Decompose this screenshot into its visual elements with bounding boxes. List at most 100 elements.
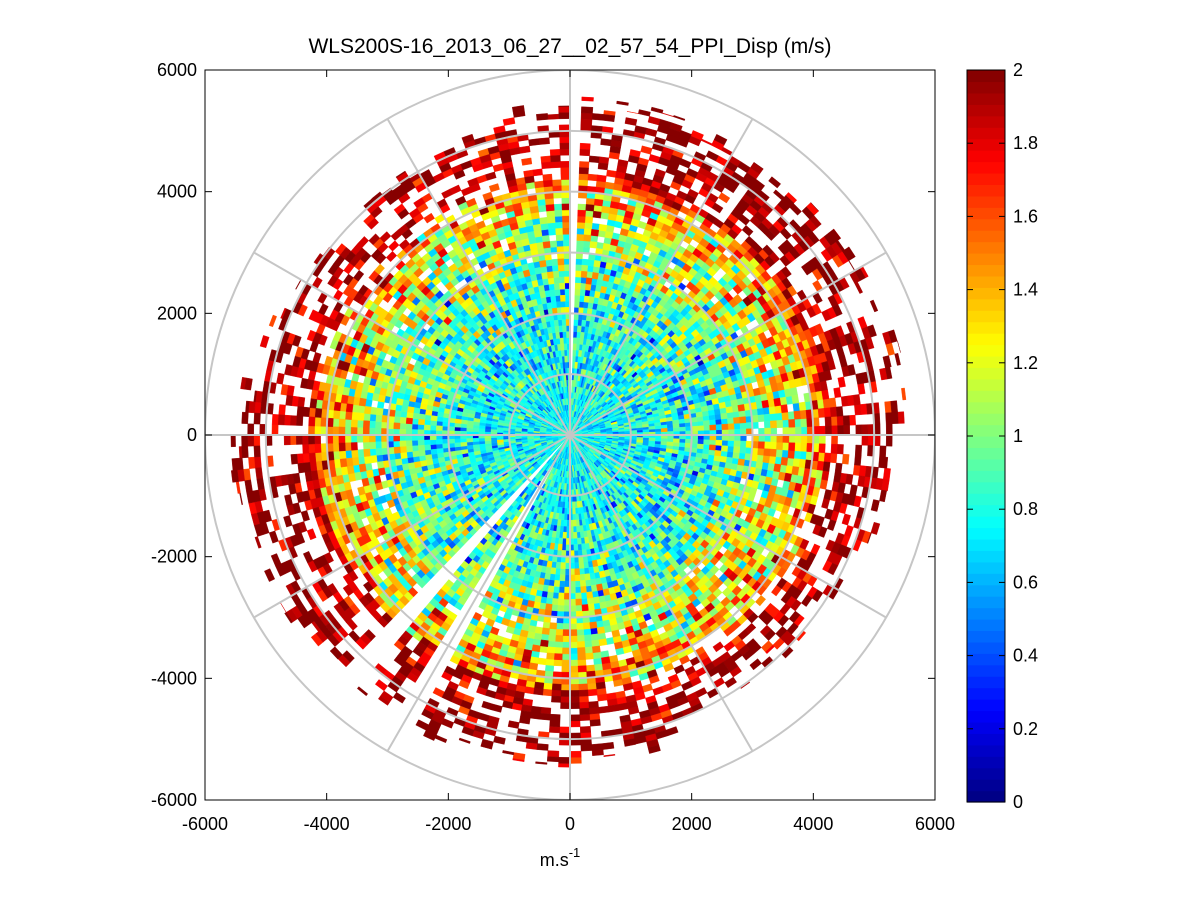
colorbar-step-48 [967,241,1005,254]
x-axis-label: m.s-1 [540,845,581,870]
colorbar-step-62 [967,81,1005,94]
colorbar-step-12 [967,653,1005,666]
colorbar-step-38 [967,355,1005,368]
chart-title: WLS200S-16_2013_06_27__02_57_54_PPI_Disp… [308,35,831,58]
y-tick-label-3: 0 [187,425,197,445]
colorbar-step-28 [967,470,1005,483]
y-tick-label-0: 6000 [157,60,197,80]
colorbar-step-63 [967,70,1005,83]
y-tick-label-5: -4000 [151,668,197,688]
colorbar-step-2 [967,767,1005,780]
spoke-1 [569,118,754,436]
x-axis-label-superscript: -1 [569,845,581,860]
colorbar-step-37 [967,367,1005,380]
colorbar-step-19 [967,573,1005,586]
x-axis-label-base: m.s [540,850,569,870]
colorbar-step-26 [967,493,1005,506]
colorbar-tick-label-10: 2 [1013,60,1023,80]
y-tick-label-2: 2000 [157,303,197,323]
colorbar-step-7 [967,710,1005,723]
colorbar-tick-label-7: 1.4 [1013,280,1038,300]
colorbar-step-41 [967,321,1005,334]
colorbar-step-3 [967,756,1005,769]
colorbar-step-56 [967,150,1005,163]
spoke-8 [253,434,571,619]
x-tick-label-1: -4000 [304,814,350,834]
colorbar-step-30 [967,447,1005,460]
spoke-7 [386,434,571,752]
x-axis-ticks: -6000 -4000 -2000 0 2000 4000 6000 [182,70,955,834]
colorbar-step-6 [967,721,1005,734]
y-axis-ticks: 6000 4000 2000 0 -2000 -4000 -6000 [151,60,935,810]
colorbar-step-33 [967,413,1005,426]
x-tick-label-3: 0 [565,814,575,834]
colorbar-step-32 [967,424,1005,437]
colorbar-step-44 [967,287,1005,300]
colorbar-step-46 [967,264,1005,277]
colorbar-tick-label-6: 1.2 [1013,353,1038,373]
colorbar-step-9 [967,687,1005,700]
colorbar-step-18 [967,584,1005,597]
colorbar-step-8 [967,699,1005,712]
colorbar-step-50 [967,218,1005,231]
colorbar-step-47 [967,253,1005,266]
colorbar-step-35 [967,390,1005,403]
colorbar: 0 0.2 0.4 0.6 0.8 1 1.2 1.4 1.6 1.8 2 [966,60,1038,812]
y-tick-label-1: 4000 [157,182,197,202]
colorbar-step-42 [967,310,1005,323]
colorbar-step-51 [967,207,1005,220]
colorbar-tick-label-4: 0.8 [1013,499,1038,519]
spoke-10 [253,251,571,436]
colorbar-step-17 [967,596,1005,609]
colorbar-step-20 [967,561,1005,574]
colorbar-step-49 [967,230,1005,243]
colorbar-step-14 [967,630,1005,643]
colorbar-step-11 [967,664,1005,677]
colorbar-step-29 [967,458,1005,471]
x-tick-label-2: -2000 [425,814,471,834]
colorbar-step-21 [967,550,1005,563]
colorbar-step-13 [967,641,1005,654]
colorbar-tick-label-3: 0.6 [1013,572,1038,592]
colorbar-step-52 [967,195,1005,208]
y-tick-label-6: -6000 [151,790,197,810]
colorbar-step-31 [967,436,1005,449]
polar-grid [205,70,935,800]
colorbar-tick-label-0: 0 [1013,792,1023,812]
colorbar-step-4 [967,744,1005,757]
x-tick-label-0: -6000 [182,814,228,834]
colorbar-step-39 [967,344,1005,357]
spoke-5 [569,434,754,752]
spoke-11 [386,118,571,436]
colorbar-step-24 [967,516,1005,529]
spoke-2 [569,251,887,436]
colorbar-step-1 [967,779,1005,792]
colorbar-step-23 [967,527,1005,540]
colorbar-tick-label-1: 0.2 [1013,719,1038,739]
colorbar-step-36 [967,378,1005,391]
colorbar-step-54 [967,172,1005,185]
colorbar-step-22 [967,538,1005,551]
colorbar-tick-label-5: 1 [1013,426,1023,446]
colorbar-tick-label-2: 0.4 [1013,646,1038,666]
colorbar-step-34 [967,401,1005,414]
colorbar-step-10 [967,676,1005,689]
colorbar-step-58 [967,127,1005,140]
colorbar-step-59 [967,115,1005,128]
colorbar-step-40 [967,333,1005,346]
colorbar-tick-label-9: 1.8 [1013,133,1038,153]
x-tick-label-4: 2000 [672,814,712,834]
colorbar-step-0 [967,790,1005,803]
spoke-4 [569,434,887,619]
colorbar-step-55 [967,161,1005,174]
colorbar-step-57 [967,138,1005,151]
colorbar-step-27 [967,481,1005,494]
colorbar-step-60 [967,104,1005,117]
x-tick-label-6: 6000 [915,814,955,834]
colorbar-step-53 [967,184,1005,197]
colorbar-step-5 [967,733,1005,746]
colorbar-step-16 [967,607,1005,620]
x-tick-label-5: 4000 [793,814,833,834]
